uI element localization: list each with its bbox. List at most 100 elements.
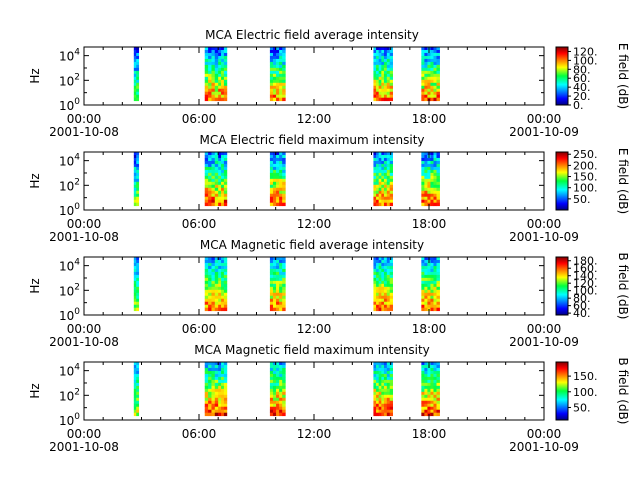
heatmap-cell: [272, 382, 277, 387]
heatmap-cell: [421, 283, 425, 288]
heatmap-cell: [381, 268, 385, 273]
colorbar-tick-label: 100.: [573, 182, 598, 195]
heatmap-cell: [282, 181, 286, 186]
heatmap-cell: [279, 406, 283, 411]
heatmap-cell: [381, 64, 385, 69]
heatmap-cell: [386, 193, 391, 198]
heatmap-cell: [276, 166, 280, 171]
heatmap-cell: [381, 367, 385, 372]
heatmap-cell: [223, 307, 228, 312]
heatmap-cell: [221, 370, 225, 375]
heatmap-cell: [214, 406, 219, 411]
heatmap-cell: [211, 169, 216, 174]
heatmap-cell: [373, 379, 377, 384]
heatmap-cell: [436, 163, 440, 168]
heatmap-cell: [383, 304, 388, 309]
heatmap-cell: [282, 178, 286, 183]
heatmap-cell: [211, 295, 216, 300]
heatmap-cell: [136, 292, 140, 297]
heatmap-cell: [276, 55, 280, 60]
heatmap-cell: [378, 271, 382, 276]
heatmap-cell: [218, 199, 222, 204]
x-tick-label: 00:00: [67, 322, 102, 336]
heatmap-cell: [208, 295, 212, 300]
y-tick-label: 104: [59, 48, 80, 64]
heatmap-cell: [436, 406, 440, 411]
heatmap-cell: [272, 85, 277, 90]
heatmap-cell: [378, 412, 382, 417]
heatmap-cell: [389, 367, 393, 372]
heatmap-cell: [276, 61, 280, 66]
heatmap-cell: [223, 199, 228, 204]
heatmap-cell: [218, 385, 222, 390]
heatmap-cell: [381, 202, 385, 207]
heatmap-cell: [436, 367, 440, 372]
heatmap-cell: [133, 382, 137, 387]
heatmap-cell: [214, 199, 219, 204]
heatmap-cell: [204, 64, 209, 69]
heatmap-cell: [381, 184, 385, 189]
heatmap-cell: [430, 67, 434, 72]
heatmap-cell: [421, 376, 425, 381]
heatmap-cell: [378, 268, 382, 273]
heatmap-cell: [436, 79, 440, 84]
heatmap-cell: [218, 274, 222, 279]
heatmap-cell: [218, 82, 222, 87]
heatmap-cell: [421, 379, 425, 384]
heatmap-cell: [376, 47, 380, 51]
heatmap-cell: [211, 160, 216, 165]
heatmap-cell: [427, 76, 431, 81]
heatmap-cell: [373, 97, 377, 102]
heatmap-cell: [133, 271, 137, 276]
heatmap-cell: [424, 49, 428, 54]
heatmap-cell: [272, 268, 277, 273]
heatmap-cell: [386, 388, 391, 393]
heatmap-cell: [433, 190, 437, 195]
heatmap-cell: [421, 388, 425, 393]
heatmap-cell: [383, 175, 388, 180]
heatmap-cell: [436, 172, 440, 177]
chart-panel-1: MCA Electric field average intensity1001…: [28, 28, 630, 139]
heatmap-cell: [389, 394, 393, 399]
heatmap-cell: [378, 154, 382, 159]
heatmap-cell: [208, 259, 212, 264]
heatmap-cell: [269, 97, 274, 102]
heatmap-cell: [279, 268, 283, 273]
heatmap-cell: [427, 88, 431, 93]
heatmap-cell: [433, 196, 437, 201]
heatmap-cell: [376, 196, 380, 201]
heatmap-cell: [378, 187, 382, 192]
heatmap-cell: [433, 169, 437, 174]
heatmap-cell: [386, 257, 391, 261]
heatmap-cell: [211, 154, 216, 159]
heatmap-cell: [282, 49, 286, 54]
heatmap-cell: [211, 289, 216, 294]
heatmap-cell: [383, 97, 388, 102]
heatmap-cell: [389, 286, 393, 291]
x-tick-label: 12:00: [297, 427, 332, 441]
heatmap-cell: [433, 388, 437, 393]
heatmap-cell: [381, 262, 385, 267]
heatmap-cell: [373, 88, 377, 93]
heatmap-cell: [214, 262, 219, 267]
heatmap-cell: [373, 175, 377, 180]
heatmap-cell: [211, 58, 216, 63]
heatmap-cell: [373, 400, 377, 405]
heatmap-cell: [218, 181, 222, 186]
heatmap-cell: [218, 289, 222, 294]
heatmap-cell: [381, 169, 385, 174]
heatmap-cell: [433, 362, 437, 366]
heatmap-cell: [376, 73, 380, 78]
heatmap-cell: [430, 283, 434, 288]
heatmap-cell: [272, 391, 277, 396]
heatmap-cell: [269, 47, 274, 51]
heatmap-cell: [421, 385, 425, 390]
heatmap-cell: [214, 403, 219, 408]
heatmap-cell: [269, 370, 274, 375]
heatmap-cell: [381, 94, 385, 99]
heatmap-cell: [214, 67, 219, 72]
heatmap-cell: [279, 55, 283, 60]
heatmap-cell: [424, 295, 428, 300]
heatmap-cell: [208, 82, 212, 87]
heatmap-cell: [136, 73, 140, 78]
